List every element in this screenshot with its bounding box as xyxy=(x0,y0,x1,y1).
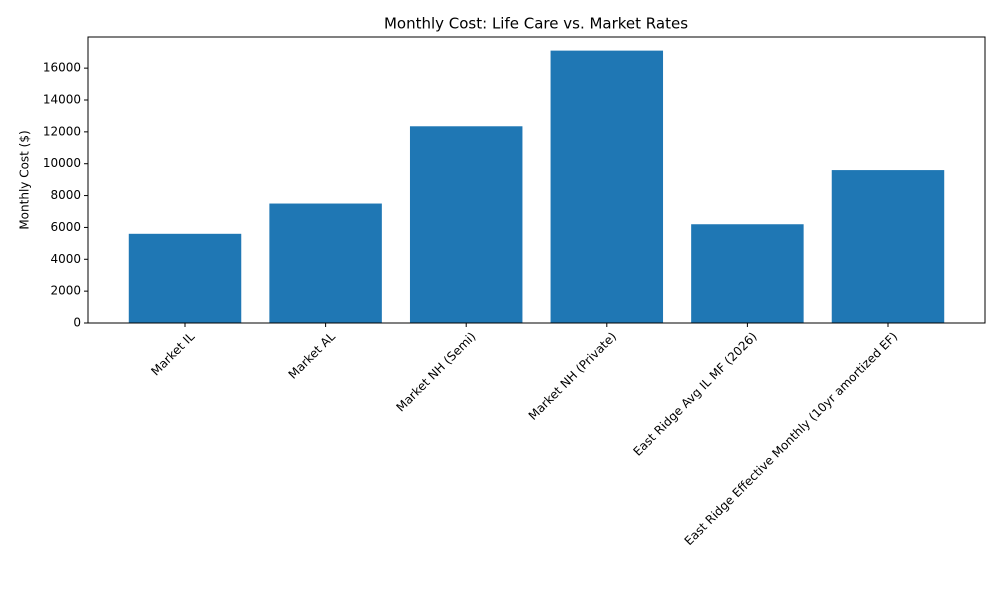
bar xyxy=(550,50,664,323)
bar xyxy=(409,126,523,323)
bar xyxy=(128,233,242,323)
y-tick-label: 14000 xyxy=(43,92,81,106)
y-tick-label: 8000 xyxy=(50,188,81,202)
y-tick-label: 4000 xyxy=(50,252,81,266)
y-tick-label: 16000 xyxy=(43,61,81,75)
bar xyxy=(831,170,945,323)
bar xyxy=(691,224,804,323)
y-tick-label: 6000 xyxy=(50,220,81,234)
y-tick-label: 2000 xyxy=(50,284,81,298)
y-tick-label: 12000 xyxy=(43,124,81,138)
bar xyxy=(269,203,382,323)
y-axis-label: Monthly Cost ($) xyxy=(18,130,32,229)
chart-title: Monthly Cost: Life Care vs. Market Rates xyxy=(384,15,688,33)
y-tick-label: 0 xyxy=(73,316,81,330)
y-tick-label: 10000 xyxy=(43,156,81,170)
plot-frame xyxy=(87,36,986,324)
